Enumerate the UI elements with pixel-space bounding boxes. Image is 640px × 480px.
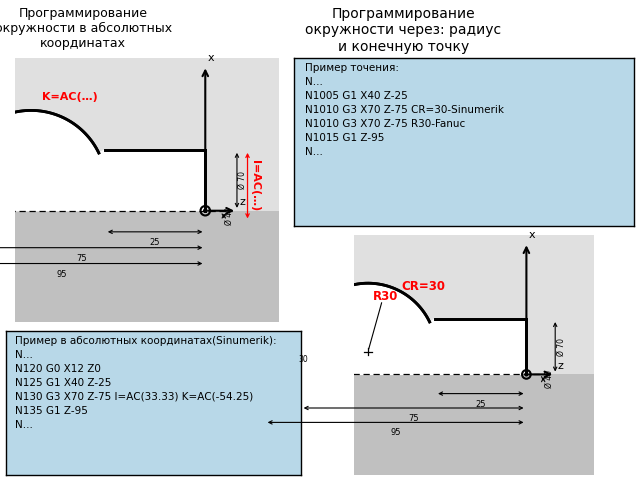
Text: Ø 40: Ø 40 bbox=[225, 207, 234, 225]
Text: Программирование
окружности в абсолютных
координатах: Программирование окружности в абсолютных… bbox=[0, 7, 172, 50]
Circle shape bbox=[525, 373, 528, 376]
Text: Ø 40: Ø 40 bbox=[545, 370, 554, 388]
Text: Пример в абсолютных координатах(Sinumerik):
N...
N120 G0 X12 Z0
N125 G1 X40 Z-25: Пример в абсолютных координатах(Sinumeri… bbox=[15, 336, 277, 430]
Text: CR=30: CR=30 bbox=[402, 280, 445, 293]
Bar bbox=[15, 58, 279, 211]
Text: 75: 75 bbox=[76, 254, 86, 263]
Polygon shape bbox=[265, 283, 526, 384]
Text: Ø 70: Ø 70 bbox=[238, 171, 247, 190]
Circle shape bbox=[204, 209, 207, 212]
Text: 95: 95 bbox=[390, 429, 401, 437]
Text: z: z bbox=[557, 361, 563, 371]
Text: R30: R30 bbox=[372, 290, 398, 303]
Text: Ø 70: Ø 70 bbox=[556, 338, 565, 356]
Text: x: x bbox=[529, 230, 536, 240]
Text: 75: 75 bbox=[408, 414, 419, 423]
Text: 25: 25 bbox=[150, 239, 161, 248]
Text: 30: 30 bbox=[298, 355, 308, 364]
Text: 25: 25 bbox=[476, 399, 486, 408]
Bar bbox=[354, 374, 594, 475]
Text: Программирование
окружности через: радиус
и конечную точку: Программирование окружности через: радиу… bbox=[305, 7, 501, 54]
Text: K=AC(…): K=AC(…) bbox=[42, 92, 97, 102]
Bar bbox=[354, 235, 594, 374]
Polygon shape bbox=[0, 110, 205, 221]
Text: Пример точения:
N...
N1005 G1 X40 Z-25
N1010 G3 X70 Z-75 CR=30-Sinumerik
N1010 G: Пример точения: N... N1005 G1 X40 Z-25 N… bbox=[305, 62, 504, 156]
Text: z: z bbox=[239, 197, 246, 207]
Text: I=AC(…): I=AC(…) bbox=[250, 160, 260, 211]
Text: 95: 95 bbox=[56, 270, 67, 279]
Text: x: x bbox=[208, 53, 214, 63]
Bar bbox=[15, 211, 279, 322]
